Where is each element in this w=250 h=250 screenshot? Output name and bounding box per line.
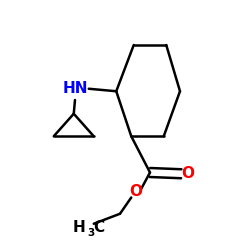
- Text: 3: 3: [88, 228, 95, 238]
- Text: C: C: [93, 220, 104, 235]
- Text: O: O: [130, 184, 143, 199]
- Text: H: H: [72, 220, 85, 235]
- Text: HN: HN: [62, 81, 88, 96]
- Text: O: O: [181, 166, 194, 181]
